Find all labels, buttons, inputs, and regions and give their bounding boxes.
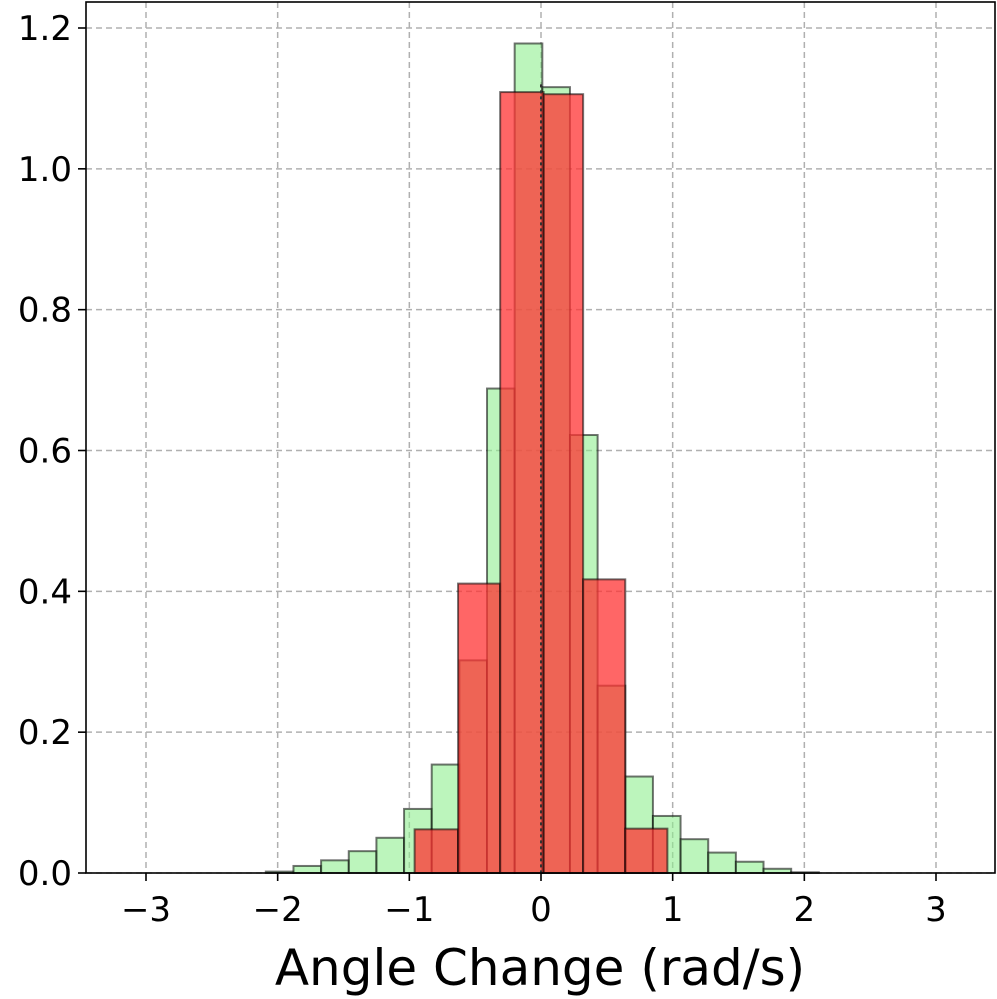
histogram-bar — [499, 91, 545, 875]
histogram-bar — [413, 828, 460, 875]
histogram-bar — [347, 850, 378, 875]
histogram-bar — [542, 93, 585, 875]
histogram-bar — [582, 578, 627, 874]
histogram-bar — [292, 864, 323, 874]
histogram-bar — [624, 827, 669, 875]
histogram-bar — [375, 836, 406, 875]
histogram-bar — [734, 860, 765, 875]
x-tick-label: 2 — [794, 890, 816, 930]
x-axis-label: Angle Change (rad/s) — [275, 939, 805, 997]
y-tick-label: 0.4 — [18, 572, 72, 612]
x-tick-label: −1 — [384, 890, 434, 930]
histogram-bar — [320, 859, 350, 875]
y-tick-label: 1.2 — [18, 9, 72, 49]
histogram-bar — [457, 582, 502, 875]
x-tick-label: 3 — [925, 890, 947, 930]
x-tick-label: 0 — [530, 890, 552, 930]
y-tick-label: 0.8 — [18, 291, 72, 331]
histogram-bar — [707, 851, 737, 874]
x-tick-label: −3 — [121, 890, 171, 930]
x-tick-label: 1 — [662, 890, 684, 930]
x-tick-label: −2 — [253, 890, 303, 930]
axis-ticks: −3 −2 −1 0 1 2 3 0.0 0.2 0.4 0.6 0.8 1.0 1.2 — [18, 9, 947, 930]
y-tick-label: 1.0 — [18, 150, 72, 190]
y-tick-label: 0.2 — [18, 713, 72, 753]
series-1 — [413, 91, 669, 875]
y-tick-label: 0.6 — [18, 432, 72, 472]
histogram-bars — [264, 42, 820, 875]
histogram-bar — [679, 838, 710, 875]
y-tick-label: 0.0 — [18, 854, 72, 894]
